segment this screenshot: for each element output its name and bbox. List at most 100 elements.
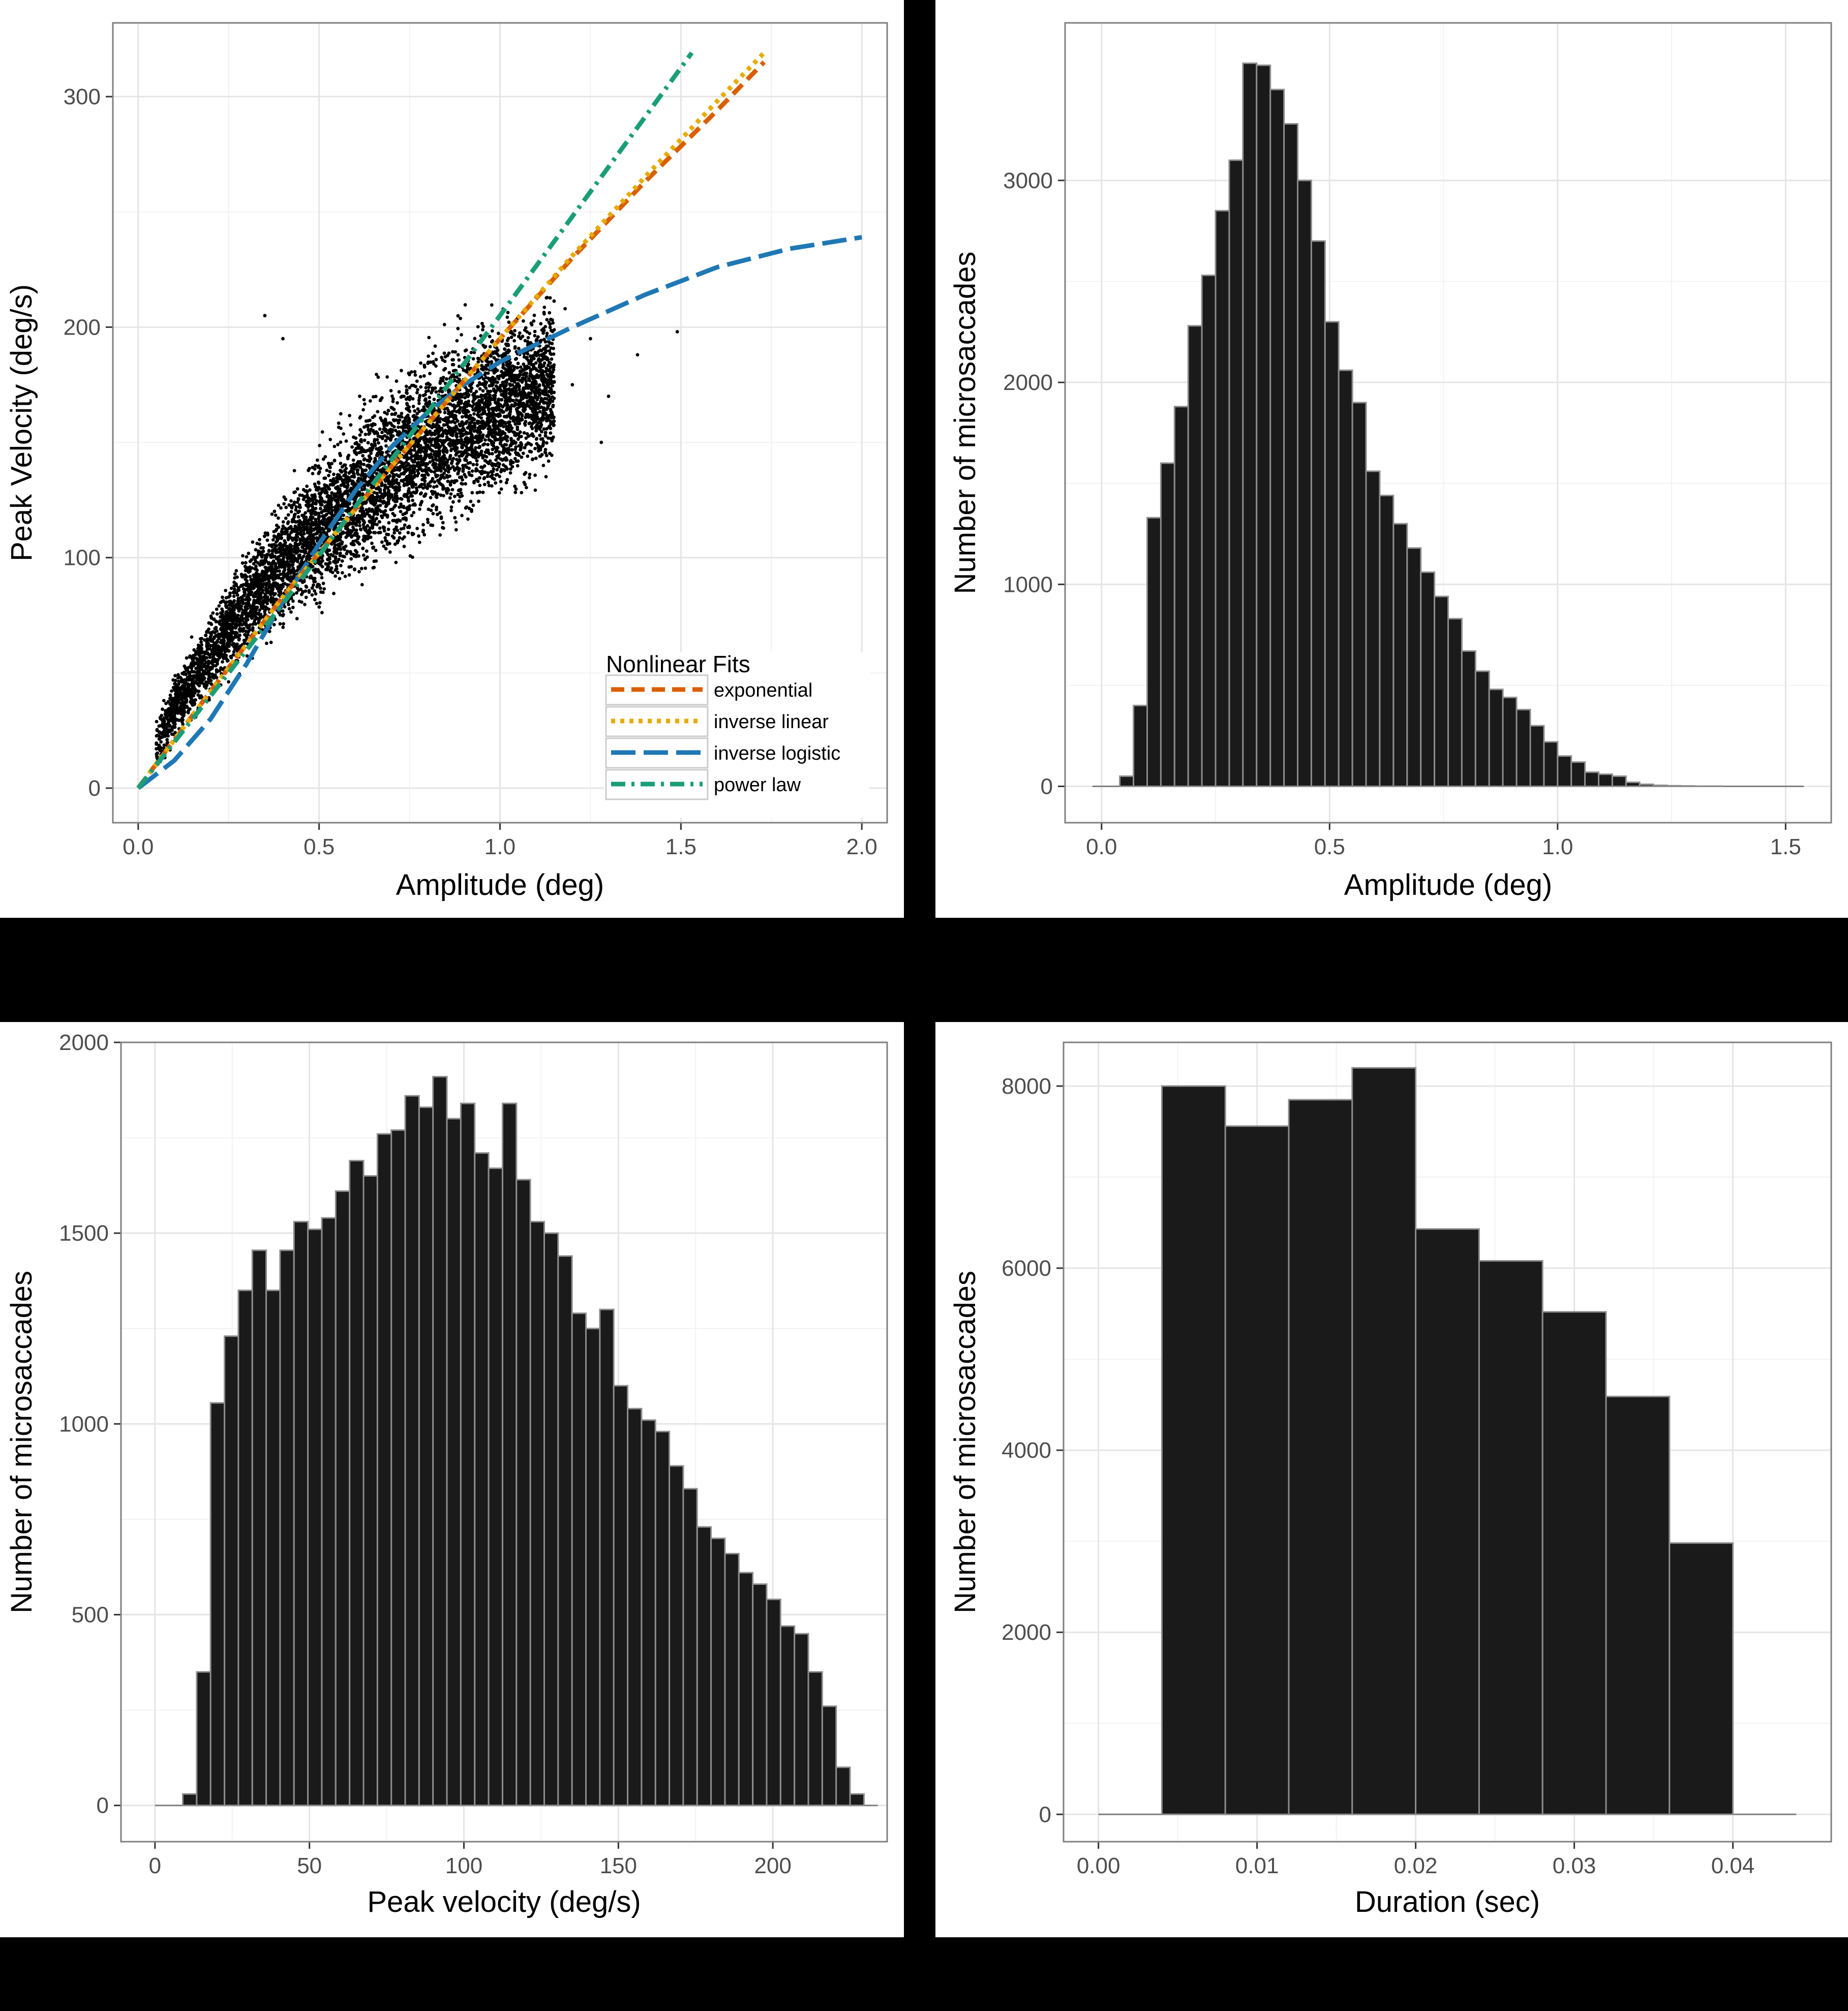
scatter-point	[469, 499, 473, 503]
scatter-point	[238, 629, 242, 633]
scatter-point	[192, 648, 196, 652]
scatter-point	[349, 522, 353, 526]
scatter-point	[339, 548, 343, 551]
scatter-point	[483, 373, 487, 377]
scatter-point	[358, 527, 362, 531]
scatter-point	[389, 406, 393, 409]
scatter-point	[237, 623, 241, 627]
scatter-point	[372, 545, 376, 549]
scatter-point	[453, 494, 457, 498]
scatter-point	[392, 425, 396, 429]
scatter-point	[547, 389, 551, 394]
scatter-point	[415, 461, 419, 465]
scatter-point	[487, 451, 490, 455]
scatter-point	[501, 363, 505, 367]
scatter-point	[402, 395, 406, 398]
scatter-point	[332, 472, 336, 476]
scatter-point	[536, 375, 540, 379]
scatter-point	[155, 728, 159, 732]
scatter-point	[264, 584, 268, 587]
scatter-point	[532, 353, 536, 357]
scatter-point	[541, 440, 546, 443]
scatter-point	[382, 488, 386, 492]
scatter-point	[441, 521, 445, 525]
scatter-point	[266, 591, 270, 595]
scatter-point	[526, 336, 530, 340]
scatter-point	[358, 433, 362, 437]
scatter-point	[371, 429, 375, 433]
scatter-point	[368, 399, 372, 403]
scatter-point	[363, 566, 368, 570]
scatter-point	[155, 741, 159, 745]
scatter-point	[314, 518, 317, 521]
scatter-point	[471, 463, 475, 467]
scatter-point	[380, 482, 384, 486]
scatter-point	[413, 409, 417, 413]
scatter-point	[448, 454, 452, 458]
scatter-point	[272, 623, 276, 626]
scatter-point	[430, 426, 434, 430]
scatter-point	[207, 698, 211, 702]
scatter-point	[536, 335, 540, 339]
scatter-point	[545, 373, 549, 376]
scatter-point	[270, 512, 274, 516]
scatter-point	[215, 634, 219, 638]
scatter-point	[235, 575, 239, 579]
scatter-point	[488, 345, 492, 349]
scatter-point	[353, 442, 357, 445]
scatter-point	[356, 468, 360, 472]
scatter-point	[477, 499, 480, 503]
scatter-point	[332, 444, 337, 448]
scatter-point	[166, 740, 169, 744]
scatter-point	[397, 390, 401, 394]
scatter-point	[545, 441, 549, 445]
scatter-point	[513, 433, 517, 437]
scatter-point	[362, 398, 366, 402]
scatter-point	[428, 396, 432, 399]
scatter-point	[221, 595, 224, 599]
scatter-point	[451, 500, 455, 504]
scatter-point	[516, 366, 520, 370]
scatter-point	[351, 458, 355, 462]
scatter-point	[287, 607, 291, 611]
scatter-point	[509, 467, 512, 471]
scatter-point	[267, 549, 271, 553]
scatter-point	[449, 492, 453, 496]
scatter-point	[514, 487, 518, 491]
scatter-point	[348, 413, 351, 417]
scatter-point	[386, 527, 390, 531]
scatter-point	[533, 329, 537, 334]
scatter-point	[318, 601, 322, 605]
scatter-point	[314, 512, 318, 516]
scatter-point	[263, 574, 267, 578]
scatter-point	[162, 699, 166, 703]
scatter-point	[396, 401, 399, 405]
scatter-point	[456, 472, 460, 476]
scatter-point	[544, 378, 549, 381]
scatter-point	[335, 508, 339, 513]
scatter-point	[204, 667, 208, 671]
scatter-point	[512, 339, 516, 343]
scatter-point	[445, 474, 449, 477]
scatter-point	[282, 622, 285, 626]
scatter-point	[251, 540, 255, 544]
scatter-point	[513, 490, 518, 494]
scatter-point	[317, 605, 321, 609]
scatter-point	[317, 471, 321, 475]
scatter-point	[295, 617, 299, 621]
scatter-point	[215, 612, 219, 616]
scatter-point	[412, 511, 416, 515]
scatter-point	[413, 370, 417, 374]
scatter-point	[543, 340, 548, 344]
scatter-point	[258, 608, 262, 612]
scatter-point	[376, 410, 380, 413]
scatter-point	[475, 437, 479, 441]
scatter-point	[360, 470, 365, 474]
scatter-point	[481, 368, 486, 372]
scatter-point	[359, 438, 363, 442]
scatter-point	[190, 635, 194, 639]
scatter-point	[415, 527, 419, 530]
scatter-point	[475, 406, 479, 410]
scatter-point	[194, 656, 198, 661]
scatter-point	[534, 361, 538, 365]
